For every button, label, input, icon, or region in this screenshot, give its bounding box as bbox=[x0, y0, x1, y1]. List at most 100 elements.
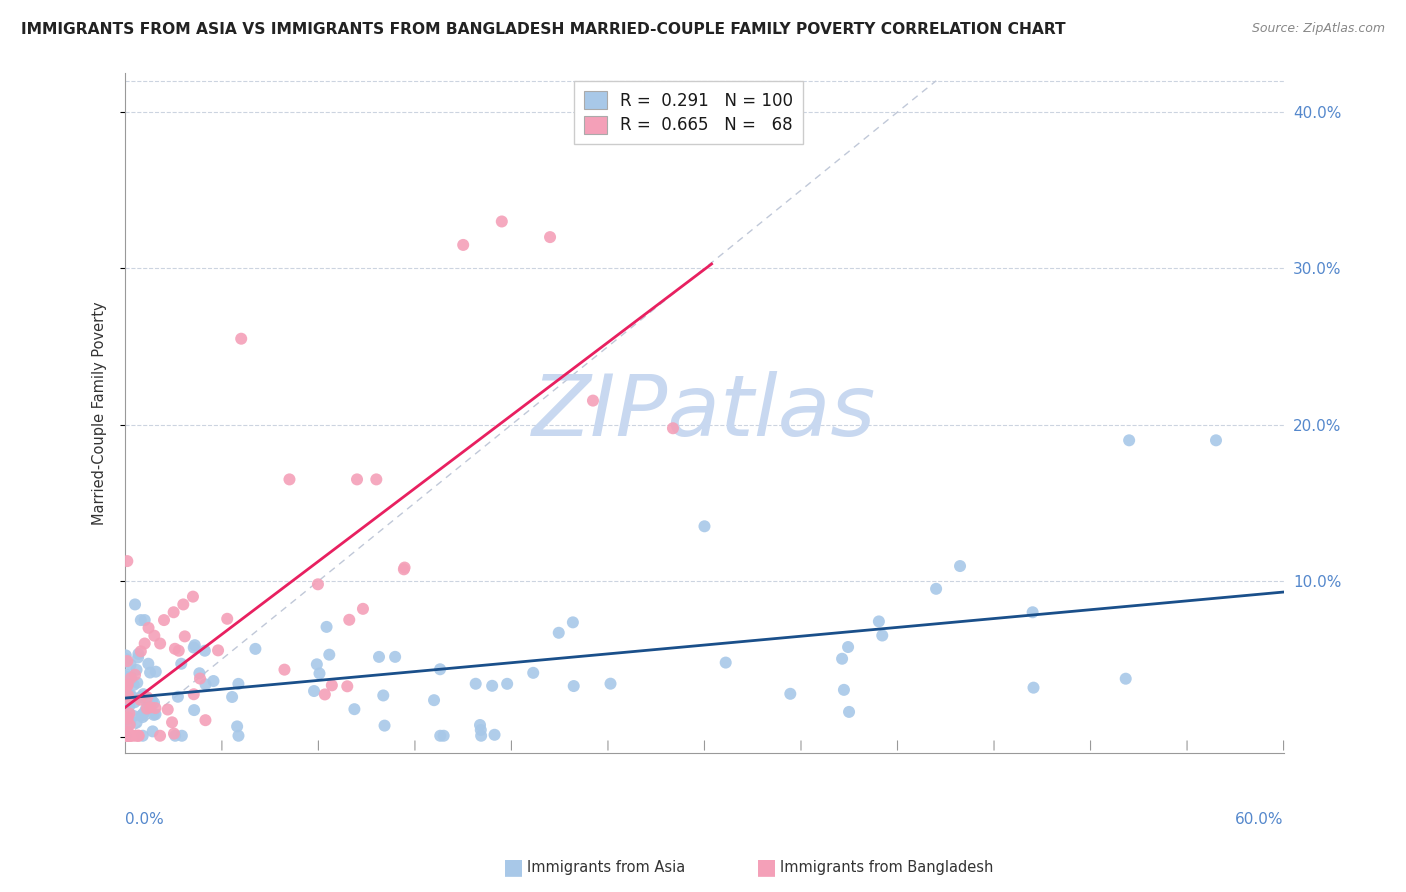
Point bbox=[468, 718, 491, 732]
Text: 0.0%: 0.0% bbox=[125, 813, 165, 828]
Point bbox=[114, 670, 136, 684]
Y-axis label: Married-Couple Family Poverty: Married-Couple Family Poverty bbox=[93, 301, 107, 524]
Point bbox=[120, 729, 142, 743]
Point bbox=[124, 598, 146, 612]
Point bbox=[183, 687, 205, 701]
Point bbox=[163, 605, 186, 619]
Point bbox=[115, 667, 138, 681]
Point bbox=[142, 707, 165, 722]
Point bbox=[307, 577, 329, 591]
Point bbox=[117, 729, 139, 743]
Point bbox=[481, 679, 503, 693]
Point bbox=[149, 729, 172, 743]
Point bbox=[337, 613, 360, 627]
Point bbox=[120, 689, 142, 703]
Point bbox=[134, 613, 156, 627]
Point bbox=[122, 709, 145, 723]
Point bbox=[129, 692, 152, 706]
Point bbox=[221, 690, 243, 704]
Point bbox=[117, 678, 139, 692]
Point bbox=[373, 689, 395, 703]
Point bbox=[194, 713, 217, 727]
Point bbox=[138, 621, 160, 635]
Point bbox=[779, 687, 801, 701]
Point bbox=[423, 693, 446, 707]
Point bbox=[429, 662, 451, 676]
Point bbox=[429, 729, 451, 743]
Point bbox=[117, 691, 139, 706]
Point bbox=[226, 719, 249, 733]
Point bbox=[1021, 605, 1043, 619]
Point bbox=[838, 705, 860, 719]
Point bbox=[693, 519, 716, 533]
Point bbox=[217, 612, 239, 626]
Point bbox=[194, 643, 217, 657]
Point bbox=[124, 695, 146, 709]
Point bbox=[153, 613, 176, 627]
Point bbox=[314, 688, 336, 702]
Point bbox=[1205, 434, 1227, 448]
Point bbox=[346, 472, 368, 486]
Point bbox=[122, 678, 145, 692]
Text: ■: ■ bbox=[503, 857, 523, 877]
Point bbox=[117, 724, 139, 739]
Point bbox=[143, 696, 166, 710]
Point bbox=[139, 665, 162, 680]
Point bbox=[131, 708, 153, 723]
Point bbox=[118, 729, 141, 743]
Point bbox=[170, 729, 193, 743]
Point bbox=[433, 729, 456, 743]
Point bbox=[343, 702, 366, 716]
Point bbox=[124, 667, 146, 681]
Point bbox=[163, 726, 186, 740]
Point bbox=[127, 675, 149, 690]
Point bbox=[374, 718, 396, 732]
Point bbox=[129, 613, 152, 627]
Point bbox=[135, 701, 157, 715]
Point bbox=[1115, 672, 1137, 686]
Point bbox=[451, 238, 474, 252]
Point bbox=[194, 677, 217, 691]
Point bbox=[183, 640, 205, 655]
Point bbox=[156, 702, 179, 716]
Point bbox=[120, 729, 142, 743]
Point bbox=[522, 665, 544, 680]
Point bbox=[384, 649, 406, 664]
Point bbox=[202, 673, 225, 688]
Point bbox=[305, 657, 328, 672]
Point bbox=[134, 636, 156, 650]
Point bbox=[949, 559, 972, 574]
Point bbox=[165, 729, 187, 743]
Point bbox=[172, 598, 194, 612]
Point bbox=[231, 332, 253, 346]
Point bbox=[714, 656, 737, 670]
Point bbox=[117, 729, 139, 743]
Point bbox=[181, 590, 204, 604]
Point bbox=[837, 640, 859, 654]
Point bbox=[128, 729, 150, 743]
Point bbox=[117, 654, 139, 668]
Point bbox=[127, 647, 149, 661]
Point bbox=[1022, 681, 1045, 695]
Text: IMMIGRANTS FROM ASIA VS IMMIGRANTS FROM BANGLADESH MARRIED-COUPLE FAMILY POVERTY: IMMIGRANTS FROM ASIA VS IMMIGRANTS FROM … bbox=[21, 22, 1066, 37]
Point bbox=[925, 582, 948, 596]
Point bbox=[368, 649, 391, 664]
Point bbox=[163, 641, 186, 656]
Point bbox=[170, 657, 193, 671]
Point bbox=[160, 715, 183, 730]
Point bbox=[143, 629, 166, 643]
Point bbox=[228, 677, 250, 691]
Point bbox=[117, 554, 139, 568]
Point bbox=[1118, 434, 1140, 448]
Point bbox=[117, 679, 139, 693]
Point bbox=[122, 729, 145, 743]
Point bbox=[132, 729, 155, 743]
Point bbox=[117, 710, 139, 724]
Text: ■: ■ bbox=[756, 857, 776, 877]
Text: Immigrants from Bangladesh: Immigrants from Bangladesh bbox=[780, 860, 994, 874]
Point bbox=[167, 690, 190, 704]
Point bbox=[547, 625, 569, 640]
Point bbox=[392, 562, 415, 576]
Point bbox=[273, 663, 295, 677]
Point bbox=[832, 682, 855, 697]
